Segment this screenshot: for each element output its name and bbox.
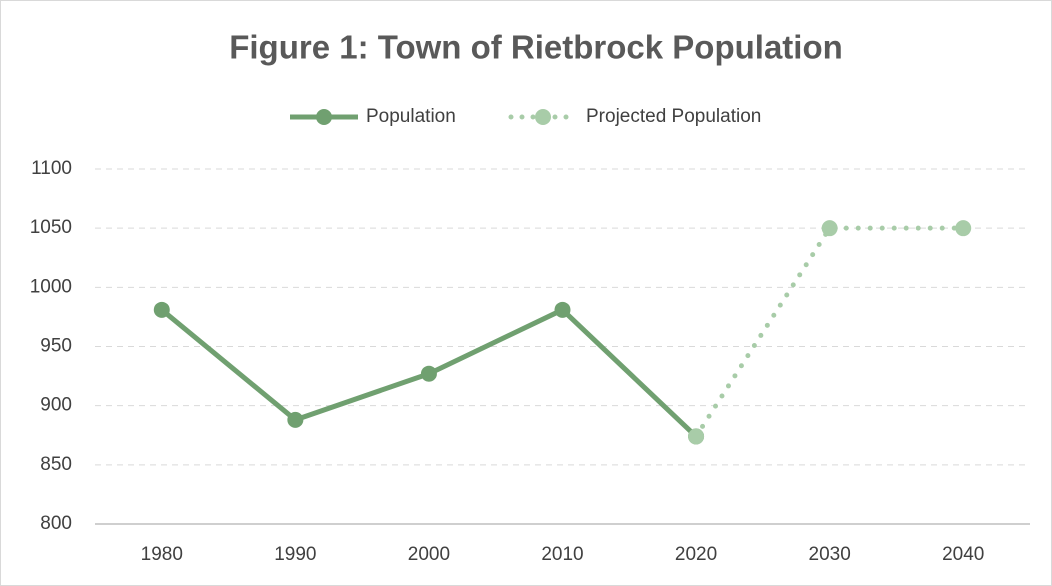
y-tick-label: 800 [40,513,72,534]
x-tick-label: 2030 [809,544,851,565]
data-point [821,220,838,237]
x-tick-label: 2020 [675,544,717,565]
x-tick-label: 2010 [541,544,583,565]
data-point [955,220,972,237]
data-point [420,365,437,382]
legend-marker [535,109,551,125]
y-tick-label: 850 [40,454,72,475]
x-tick-label: 1980 [141,544,183,565]
x-tick-label: 2000 [408,544,450,565]
data-point [688,428,705,445]
x-tick-label: 2040 [942,544,984,565]
legend: Population Projected Population [290,106,761,127]
y-tick-label: 1000 [30,276,72,297]
y-tick-label: 900 [40,395,72,416]
data-point [287,411,304,428]
data-point [554,301,571,318]
series-line [693,225,966,439]
y-tick-label: 1050 [30,217,72,238]
legend-marker [316,109,332,125]
legend-label: Projected Population [586,106,761,127]
data-point [153,301,170,318]
y-tick-label: 1100 [31,158,72,179]
x-tick-label: 1990 [274,544,316,565]
y-tick-label: 950 [40,336,72,357]
chart-title: Figure 1: Town of Rietbrock Population [229,29,843,66]
legend-label: Population [366,106,456,127]
